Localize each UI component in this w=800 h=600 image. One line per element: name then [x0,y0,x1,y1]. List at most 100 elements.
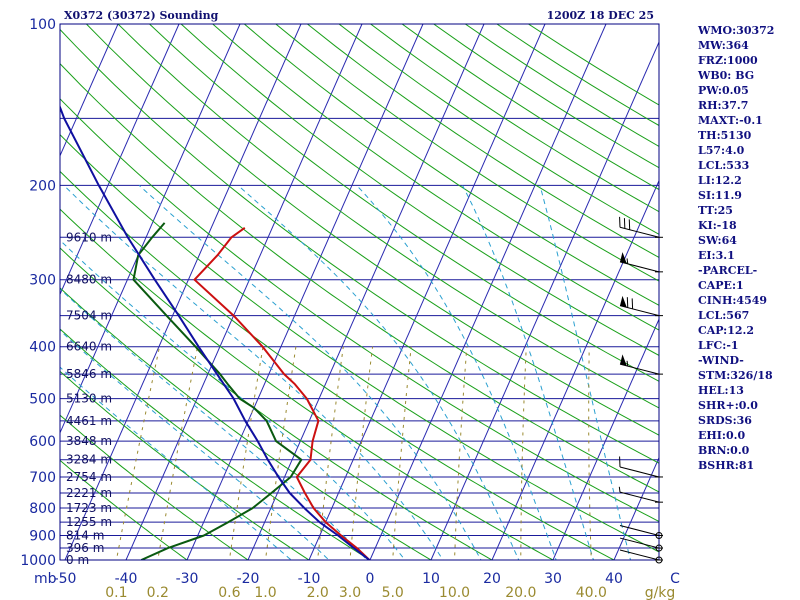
temperature-tick-label: -50 [54,571,77,587]
sounding-index: -PARCEL- [698,264,757,277]
sounding-index: TH:5130 [698,129,752,142]
sounding-index: BSHR:81 [698,459,754,472]
moist-adiabat-line [462,185,594,560]
mixing-ratio-label: 0.6 [218,585,240,600]
dry-adiabat-line [307,24,659,259]
isotherm-line [60,24,241,435]
dry-adiabat-line [149,24,659,382]
moist-adiabat-line [237,185,520,560]
mixing-ratio-label: 0.2 [147,585,169,600]
mixing-ratio-line [520,346,527,560]
isotherm-line [430,40,659,560]
wind-barb [619,354,663,375]
height-label: 6640 m [66,340,112,354]
sounding-index: TT:25 [698,204,733,217]
wind-barb [619,252,663,273]
dry-adiabat-line [60,170,616,560]
sounding-index: WMO:30372 [697,24,774,37]
height-label: 8480 m [66,273,112,287]
sounding-index: -WIND- [698,354,744,367]
sounding-index: BRN:0.0 [698,444,750,457]
temperature-tick-label: 10 [422,571,440,587]
pressure-tick-label: 1000 [20,553,56,569]
sounding-index: CAPE:1 [698,279,744,292]
dry-adiabat-line [60,98,659,523]
height-label: 9610 m [66,230,112,244]
mixing-ratio-line [157,346,198,560]
pressure-tick-label: 700 [29,470,56,486]
mixing-ratio-label: 5.0 [382,585,404,600]
mixing-ratio-line [115,346,160,560]
isotherm-line [125,24,363,560]
temperature-tick-label: -40 [115,571,138,587]
sounding-index: CAP:12.2 [698,324,754,337]
mixing-ratio-label: 2.0 [307,585,329,600]
pressure-tick-label: 900 [29,529,56,545]
dry-adiabat-line [60,328,371,560]
pressure-tick-label: 300 [29,273,56,289]
sounding-trace-0 [193,226,371,560]
temperature-tick-label: 0 [366,571,375,587]
mixing-ratio-line [349,346,374,560]
height-label: 7504 m [66,309,112,323]
height-label: 3284 m [66,453,112,467]
wind-barb [619,537,663,552]
height-label: 4461 m [66,414,112,428]
dry-adiabat-line [275,24,659,282]
sounding-index: MAXT:-0.1 [698,114,763,127]
pressure-tick-label: 400 [29,340,56,356]
pressure-tick-label: 800 [29,501,56,517]
dry-adiabat-line [60,459,188,560]
isotherm-line [60,24,119,157]
isotherm-line [369,24,607,560]
pressure-tick-label: 600 [29,434,56,450]
sounding-index: LCL:533 [698,159,749,172]
dry-adiabat-line [60,247,494,560]
isotherm-line [552,318,659,560]
wind-barb [619,549,663,564]
sounding-trace-2 [60,104,371,560]
mixing-ratio-label: 1.0 [254,585,276,600]
dry-adiabat-line [180,24,659,356]
isotherm-line [60,24,180,296]
isotherm-line [308,24,546,560]
isotherm-line [247,24,485,560]
height-label: 5846 m [66,367,112,381]
sounding-index: MW:364 [698,39,749,52]
isotherm-line [613,456,659,560]
mixing-ratio-label: 0.1 [105,585,127,600]
dry-adiabat-line [60,62,659,493]
sounding-index: HEL:13 [698,384,744,397]
height-label: 3848 m [66,434,112,448]
moist-adiabat-line [60,366,292,560]
isotherm-line [491,179,659,560]
mixing-ratio-line [392,346,412,560]
mixing-ratio-label: 3.0 [339,585,361,600]
temperature-tick-label: -20 [237,571,260,587]
sounding-index: L57:4.0 [698,144,745,157]
wind-barb [619,524,663,539]
sounding-index: STM:326/18 [698,369,773,382]
pressure-tick-label: 200 [29,178,56,194]
mixing-ratio-line [317,346,344,560]
wind-barb [618,486,663,503]
moist-adiabat-line [138,185,482,560]
sounding-index: RH:37.7 [698,99,748,112]
mixing-ratio-label: g/kg [645,585,676,600]
sounding-index: KI:-18 [698,219,737,232]
height-label: 1723 m [66,501,112,515]
mixing-ratio-label: 10.0 [439,585,470,600]
moist-adiabat-line [356,185,557,560]
temperature-tick-label: 30 [544,571,562,587]
chart-title-right: 1200Z 18 DEC 25 [547,9,654,22]
mixing-ratio-label: 40.0 [576,585,607,600]
height-label: 396 m [66,541,104,555]
height-label: 2754 m [66,470,112,484]
sounding-index: FRZ:1000 [698,54,758,67]
dry-adiabat-line [60,287,432,560]
sounding-index: PW:0.05 [698,84,749,97]
sounding-index: LFC:-1 [698,339,739,352]
temperature-tick-label: C [670,571,680,587]
plot-frame [59,23,660,561]
dry-adiabat-line [243,24,659,306]
